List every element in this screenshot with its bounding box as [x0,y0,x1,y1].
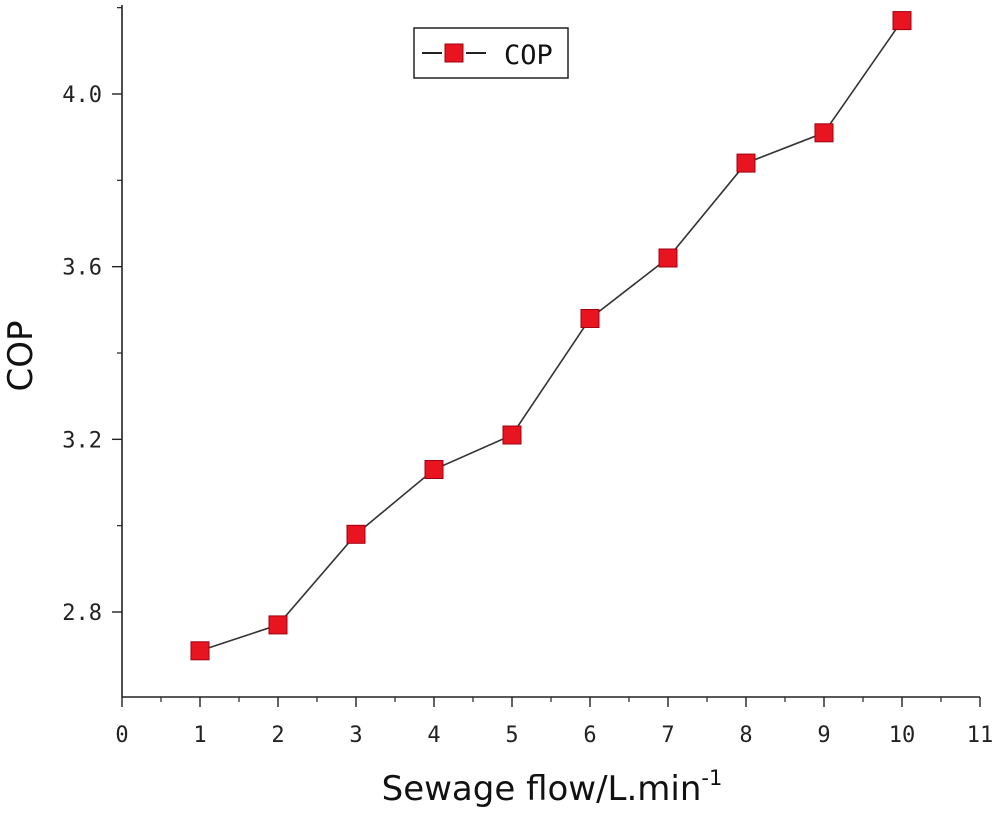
data-point-marker [268,615,288,635]
axes [121,5,980,698]
x-tick-label: 2 [271,723,284,748]
y-tick-label: 3.2 [62,428,102,453]
y-tick-label: 3.6 [62,256,102,281]
legend-label: COP [504,40,553,71]
markers-group [190,11,912,661]
x-tick-label: 1 [193,723,206,748]
legend-marker [444,43,464,63]
x-tick-label: 8 [739,723,752,748]
x-axis-title-text: Sewage flow/L.min [382,769,702,809]
x-tick-label: 10 [889,723,916,748]
data-point-marker [502,425,522,445]
ticks: 0 1 2 3 4 5 6 7 8 9 10 11 2.8 3.2 3.6 4.0 [62,7,994,748]
data-point-marker [346,524,366,544]
x-tick-label: 3 [349,723,362,748]
data-point-marker [658,248,678,268]
y-tick-label: 4.0 [62,83,102,108]
data-point-marker [814,123,834,143]
data-point-marker [424,460,444,479]
y-axis-title: COP [1,320,41,391]
data-point-marker [892,11,912,31]
x-tick-label: 0 [115,723,128,748]
x-axis-title-superscript: -1 [701,766,722,790]
data-point-marker [736,153,756,173]
data-point-marker [190,641,210,661]
x-tick-label: 4 [427,723,440,748]
legend: COP [413,27,569,79]
data-point-marker [580,309,600,328]
y-tick-label: 2.8 [62,601,102,626]
x-axis-title: Sewage flow/L.min-1 [382,766,723,809]
x-tick-label: 9 [817,723,830,748]
x-tick-label: 6 [583,723,596,748]
series-line-group [199,20,903,652]
x-tick-label: 5 [505,723,518,748]
x-tick-label: 7 [661,723,674,748]
series-line-cop [199,20,903,652]
x-tick-label: 11 [967,723,994,748]
